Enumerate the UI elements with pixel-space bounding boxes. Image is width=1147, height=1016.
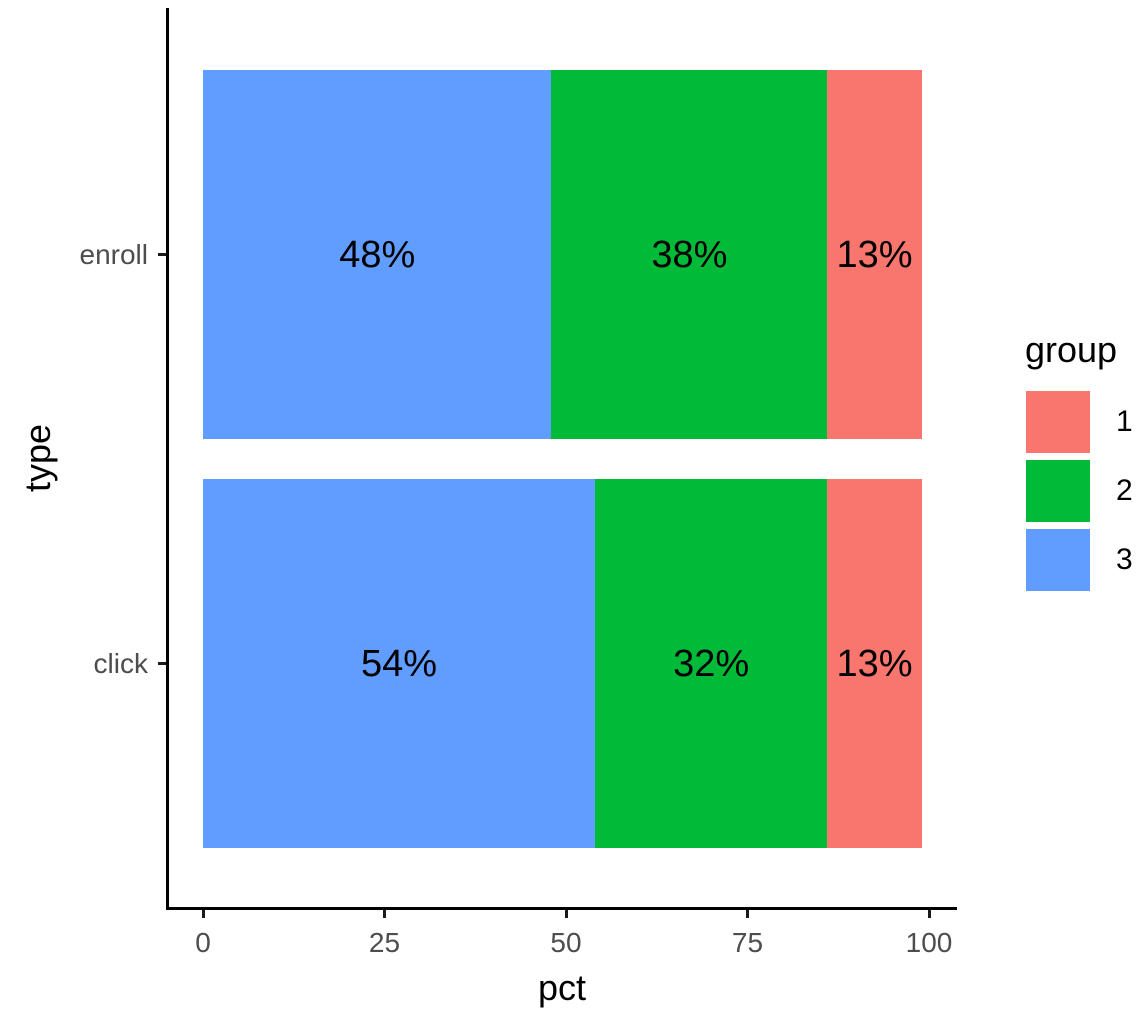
bar-segment-label: 38% [651,233,728,276]
legend: group 1 2 3 [1022,330,1147,610]
bar-segment [203,70,552,439]
x-tick-label: 75 [731,927,764,958]
legend-label: 2 [1116,474,1133,507]
x-tick [746,910,749,918]
x-tick-label: 0 [195,927,211,958]
bar-segment-label: 13% [836,233,913,276]
bar-segment-label: 13% [836,642,913,685]
legend-key [1026,460,1090,522]
legend-label: 3 [1116,543,1133,576]
bar-segment [595,479,828,848]
x-tick [564,910,568,918]
bar-segment [827,479,922,848]
y-axis-title: type [17,423,58,493]
bar-segment [827,70,922,439]
x-tick [201,910,205,918]
legend-key [1026,391,1090,453]
legend-key [1026,529,1090,591]
legend-entries: 1 2 3 [1022,330,1147,610]
bar-segment [203,479,596,848]
x-tick-label: 50 [550,927,582,958]
x-tick-label: 25 [368,927,401,958]
y-axis-line [166,8,169,910]
legend-label: 1 [1116,405,1133,438]
y-tick [158,662,166,665]
bar-segment-label: 54% [360,642,438,685]
bar-segment-label: 48% [339,233,416,276]
x-axis-title: pct [537,967,587,1008]
y-tick [158,253,166,256]
x-tick [927,910,931,918]
y-tick-label: click [93,647,148,679]
bar-segment-label: 32% [673,642,750,685]
bar-segment [551,70,828,439]
x-axis-line [166,907,957,910]
y-tick-label: enroll [79,238,148,270]
x-tick-label: 100 [905,927,953,958]
legend-title: group [1025,329,1118,370]
x-tick [383,910,386,918]
